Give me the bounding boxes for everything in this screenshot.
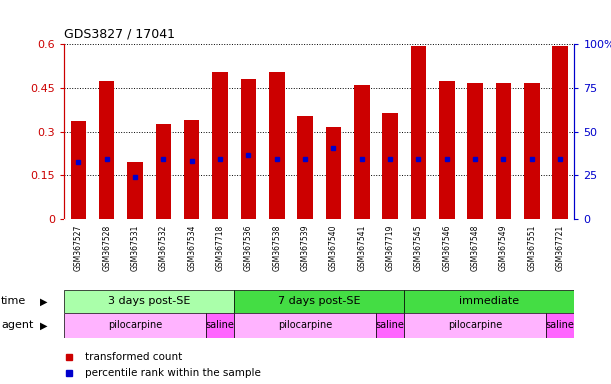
Text: GSM367718: GSM367718 bbox=[216, 225, 225, 271]
Bar bbox=[206, 313, 234, 338]
Bar bbox=[234, 290, 404, 313]
Text: GSM367539: GSM367539 bbox=[301, 225, 310, 271]
Bar bbox=[64, 290, 234, 313]
Text: 7 days post-SE: 7 days post-SE bbox=[278, 296, 360, 306]
Text: saline: saline bbox=[376, 320, 404, 331]
Bar bbox=[404, 313, 546, 338]
Bar bbox=[411, 46, 426, 219]
Bar bbox=[439, 81, 455, 219]
Bar bbox=[70, 121, 86, 219]
Text: ▶: ▶ bbox=[40, 320, 48, 331]
Bar bbox=[552, 46, 568, 219]
Bar bbox=[269, 72, 285, 219]
Text: pilocarpine: pilocarpine bbox=[108, 320, 162, 331]
Text: immediate: immediate bbox=[459, 296, 519, 306]
Text: agent: agent bbox=[1, 320, 34, 331]
Bar bbox=[496, 83, 511, 219]
Text: time: time bbox=[1, 296, 26, 306]
Text: saline: saline bbox=[546, 320, 574, 331]
Text: GSM367531: GSM367531 bbox=[131, 225, 139, 271]
Bar bbox=[354, 85, 370, 219]
Bar bbox=[241, 79, 256, 219]
Bar bbox=[524, 83, 540, 219]
Text: transformed count: transformed count bbox=[84, 352, 182, 362]
Bar bbox=[184, 120, 200, 219]
Text: 3 days post-SE: 3 days post-SE bbox=[108, 296, 191, 306]
Bar bbox=[298, 116, 313, 219]
Text: GSM367538: GSM367538 bbox=[273, 225, 281, 271]
Bar bbox=[404, 290, 574, 313]
Text: GSM367532: GSM367532 bbox=[159, 225, 168, 271]
Text: GSM367536: GSM367536 bbox=[244, 225, 253, 271]
Text: saline: saline bbox=[206, 320, 235, 331]
Bar bbox=[212, 72, 228, 219]
Text: pilocarpine: pilocarpine bbox=[448, 320, 502, 331]
Bar bbox=[382, 113, 398, 219]
Text: GSM367540: GSM367540 bbox=[329, 225, 338, 271]
Text: GSM367545: GSM367545 bbox=[414, 225, 423, 271]
Text: GDS3827 / 17041: GDS3827 / 17041 bbox=[64, 27, 175, 40]
Bar bbox=[326, 127, 341, 219]
Text: GSM367528: GSM367528 bbox=[102, 225, 111, 271]
Text: GSM367548: GSM367548 bbox=[470, 225, 480, 271]
Bar bbox=[234, 313, 376, 338]
Bar bbox=[156, 124, 171, 219]
Text: GSM367546: GSM367546 bbox=[442, 225, 452, 271]
Text: pilocarpine: pilocarpine bbox=[278, 320, 332, 331]
Bar bbox=[467, 83, 483, 219]
Text: GSM367527: GSM367527 bbox=[74, 225, 83, 271]
Text: GSM367541: GSM367541 bbox=[357, 225, 366, 271]
Bar bbox=[127, 162, 143, 219]
Bar bbox=[99, 81, 114, 219]
Text: percentile rank within the sample: percentile rank within the sample bbox=[84, 368, 260, 379]
Text: GSM367719: GSM367719 bbox=[386, 225, 395, 271]
Text: GSM367549: GSM367549 bbox=[499, 225, 508, 271]
Bar bbox=[376, 313, 404, 338]
Bar bbox=[64, 313, 206, 338]
Text: GSM367721: GSM367721 bbox=[555, 225, 565, 271]
Text: ▶: ▶ bbox=[40, 296, 48, 306]
Text: GSM367534: GSM367534 bbox=[187, 225, 196, 271]
Bar bbox=[546, 313, 574, 338]
Text: GSM367551: GSM367551 bbox=[527, 225, 536, 271]
